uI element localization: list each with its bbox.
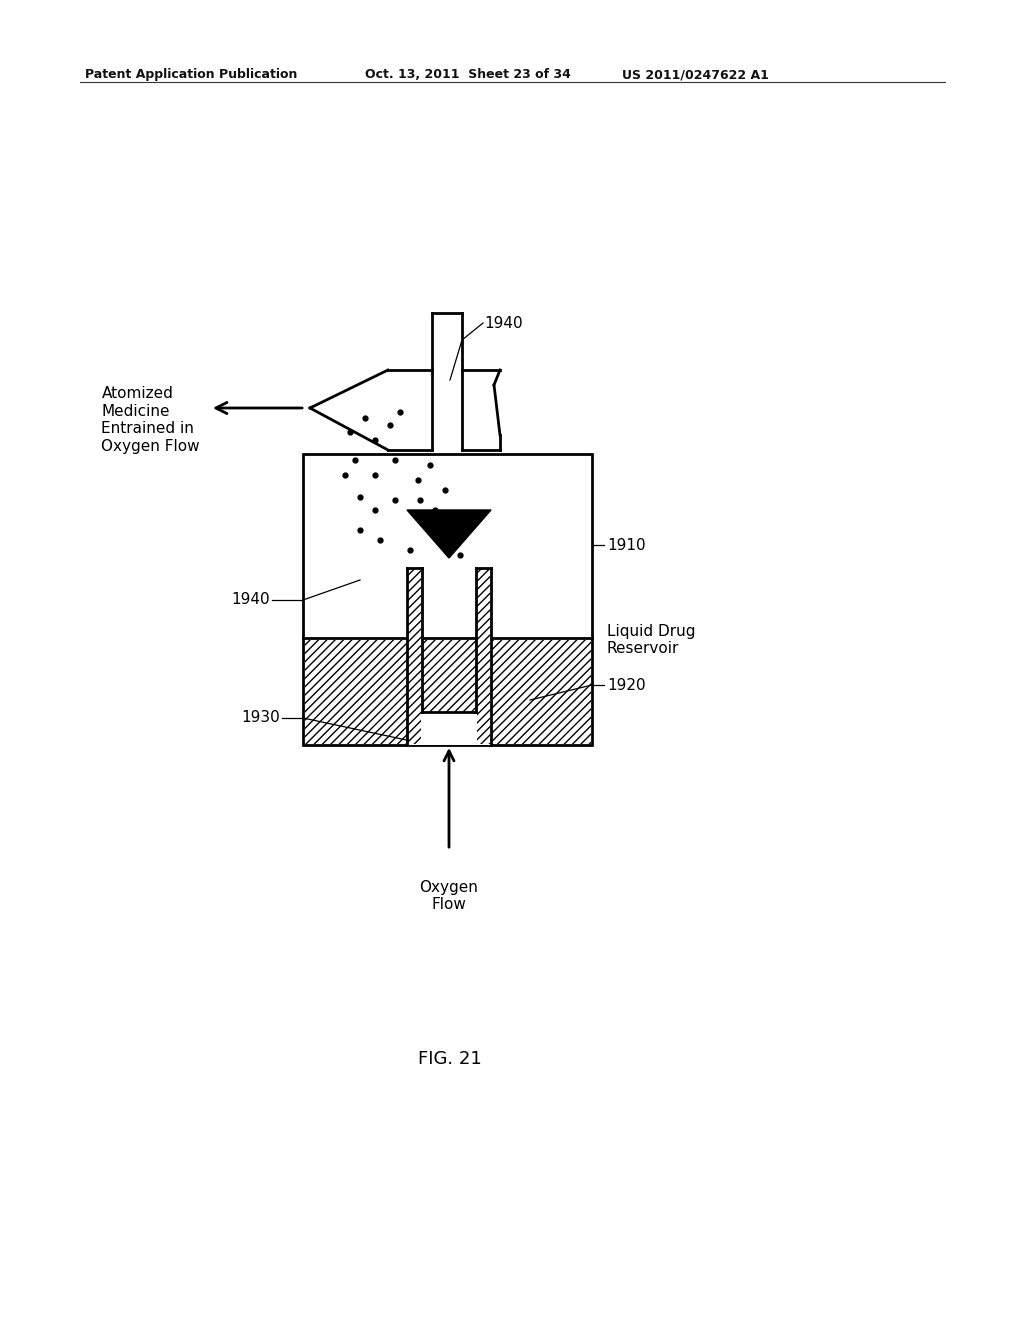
Text: 1930: 1930 xyxy=(242,710,280,726)
Text: 1940: 1940 xyxy=(231,593,270,607)
Text: Liquid Drug
Reservoir: Liquid Drug Reservoir xyxy=(607,624,695,656)
Bar xyxy=(407,568,422,744)
Bar xyxy=(422,711,476,744)
Text: Oct. 13, 2011  Sheet 23 of 34: Oct. 13, 2011 Sheet 23 of 34 xyxy=(365,69,570,81)
Bar xyxy=(477,569,490,744)
Bar xyxy=(304,639,591,743)
Text: Patent Application Publication: Patent Application Publication xyxy=(85,69,297,81)
Text: 1920: 1920 xyxy=(607,677,645,693)
Bar xyxy=(408,569,421,744)
Text: US 2011/0247622 A1: US 2011/0247622 A1 xyxy=(622,69,769,81)
Text: 1910: 1910 xyxy=(607,537,645,553)
Bar xyxy=(303,454,592,744)
Bar xyxy=(476,568,490,744)
Text: Atomized
Medicine
Entrained in
Oxygen Flow: Atomized Medicine Entrained in Oxygen Fl… xyxy=(101,387,200,454)
Text: Oxygen
Flow: Oxygen Flow xyxy=(420,880,478,912)
Text: FIG. 21: FIG. 21 xyxy=(418,1049,482,1068)
Polygon shape xyxy=(407,510,490,558)
Text: 1940: 1940 xyxy=(484,315,522,330)
